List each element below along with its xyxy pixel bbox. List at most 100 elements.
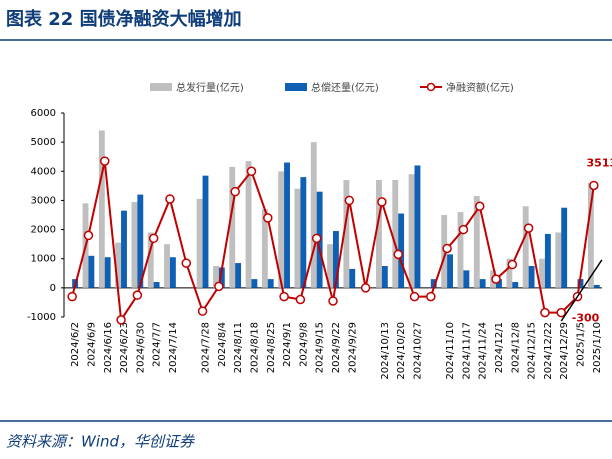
source: 资料来源：Wind，华创证券: [6, 433, 195, 451]
y-tick-label: 1000: [31, 254, 56, 265]
bar: [202, 175, 209, 288]
y-tick-label: 2000: [31, 225, 56, 236]
x-tick-label: 2025/1/10: [592, 322, 603, 373]
x-tick-label: 2024/11/17: [461, 322, 472, 380]
bar: [463, 270, 470, 288]
net-marker: [328, 296, 338, 306]
bar: [153, 282, 160, 288]
y-tick-label: 0: [50, 283, 56, 294]
net-marker: [230, 186, 240, 197]
x-tick-label: 2024/8/25: [266, 322, 277, 373]
bar: [457, 212, 464, 288]
net-marker: [181, 258, 192, 268]
legend-swatch: [285, 83, 307, 91]
x-tick-label: 2024/9/8: [298, 322, 309, 367]
y-tick-label: 4000: [31, 166, 56, 177]
bar: [229, 166, 236, 288]
x-tick-label: 2024/10/27: [413, 322, 424, 380]
bar: [131, 201, 138, 288]
x-tick-label: 2024/12/15: [527, 322, 538, 380]
net-marker: [148, 233, 159, 244]
bar: [169, 257, 176, 288]
x-tick-label: 2024/7/7: [152, 322, 163, 367]
net-marker: [589, 180, 599, 191]
net-marker: [344, 195, 355, 206]
legend-label: 净融资额(亿元): [446, 81, 514, 94]
bar: [376, 180, 382, 288]
bar: [381, 266, 388, 288]
legend-label: 总发行量(亿元): [176, 81, 244, 94]
bar: [343, 180, 350, 288]
net-marker: [165, 194, 175, 204]
bar: [300, 177, 307, 288]
net-marker: [360, 283, 371, 293]
bar: [218, 267, 225, 288]
bar: [349, 268, 356, 288]
x-tick-label: 2024/6/9: [86, 322, 97, 367]
bar: [278, 171, 285, 288]
net-marker: [377, 197, 387, 207]
x-tick-label: 2024/9/29: [347, 322, 358, 373]
x-tick-label: 2024/6/2: [70, 322, 81, 367]
net-marker: [393, 249, 403, 260]
net-marker: [474, 201, 485, 212]
bar: [147, 232, 154, 288]
net-marker: [442, 243, 452, 254]
net-marker: [100, 156, 110, 166]
bar: [512, 282, 519, 288]
net-marker: [311, 233, 322, 244]
net-marker: [540, 307, 550, 318]
bar: [544, 233, 551, 288]
net-marker: [458, 224, 469, 235]
net-marker: [409, 291, 420, 302]
net-marker: [507, 259, 518, 270]
data-label: -300: [572, 312, 600, 325]
bar: [196, 198, 203, 288]
net-marker: [279, 291, 289, 302]
x-tick-label: 2024/11/10: [445, 322, 456, 380]
bar: [408, 174, 415, 288]
net-marker: [295, 294, 306, 305]
bar: [294, 188, 301, 288]
net-marker: [246, 166, 257, 177]
bar: [414, 165, 421, 288]
x-tick-label: 2024/9/15: [315, 322, 326, 373]
net-marker: [197, 306, 208, 316]
bar: [447, 254, 453, 288]
bar: [392, 180, 399, 288]
bar: [267, 279, 274, 288]
net-marker: [132, 290, 143, 300]
x-tick-label: 2024/11/24: [478, 322, 489, 380]
x-tick-label: 2024/7/14: [168, 322, 179, 373]
bar: [235, 263, 242, 288]
x-tick-label: 2024/9/1: [282, 322, 293, 367]
legend-swatch: [150, 83, 172, 91]
y-tick-label: 6000: [31, 108, 56, 119]
bar: [333, 231, 339, 288]
bar: [506, 258, 513, 288]
net-marker: [67, 291, 77, 302]
bar: [104, 257, 111, 288]
net-marker: [83, 230, 94, 241]
net-marker: [523, 223, 534, 233]
net-marker: [116, 315, 126, 325]
x-tick-label: 2024/12/8: [510, 322, 521, 373]
y-tick-label: -1000: [27, 312, 56, 323]
x-tick-label: 2024/12/29: [559, 322, 570, 380]
data-label: 3513: [587, 156, 612, 169]
x-tick-label: 2024/8/4: [217, 322, 228, 367]
net-marker: [491, 274, 501, 284]
y-tick-label: 3000: [31, 195, 56, 206]
bar: [121, 210, 127, 288]
x-tick-label: 2024/12/22: [543, 322, 554, 380]
bar: [473, 196, 480, 288]
bar: [261, 209, 268, 288]
bar: [496, 279, 502, 288]
bar: [561, 207, 568, 288]
legend-label: 总偿还量(亿元): [311, 81, 379, 94]
bar: [327, 244, 333, 288]
net-marker: [214, 281, 224, 292]
net-marker: [426, 291, 436, 302]
x-tick-label: 2024/8/18: [249, 322, 260, 373]
